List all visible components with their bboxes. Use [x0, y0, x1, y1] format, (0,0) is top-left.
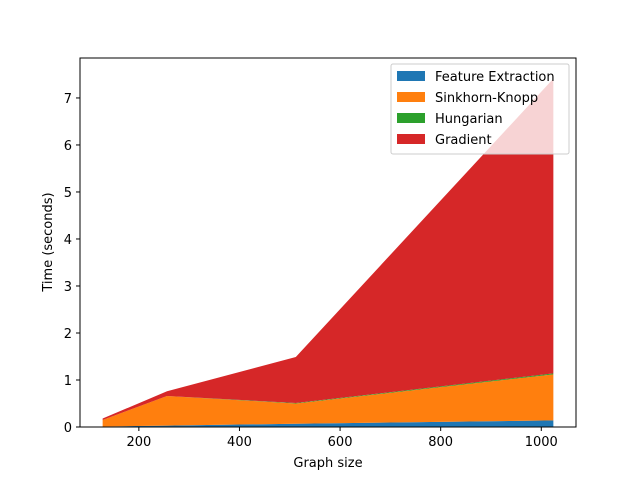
area-gradient [102, 78, 554, 420]
x-tick-label: 200 [126, 435, 151, 450]
legend-box [390, 63, 570, 155]
legend-swatch [397, 113, 425, 123]
x-tick-label: 600 [328, 435, 353, 450]
y-axis-ticks: 0 1 2 3 4 5 6 7 [64, 92, 80, 436]
y-tick-label: 7 [64, 92, 72, 107]
y-tick-label: 3 [64, 280, 72, 295]
area-series-group [102, 78, 554, 427]
legend-label: Hungarian [435, 112, 503, 127]
legend-swatch [397, 92, 425, 102]
legend-swatch [397, 71, 425, 81]
area-feature-extraction [102, 420, 554, 427]
y-tick-label: 0 [64, 421, 72, 436]
area-sinkhorn-knopp [102, 374, 554, 427]
y-tick-label: 4 [64, 233, 72, 248]
y-tick-label: 1 [64, 374, 72, 389]
x-axis-label: Graph size [293, 456, 362, 471]
x-tick-label: 400 [227, 435, 252, 450]
x-tick-label: 1000 [525, 435, 558, 450]
legend-label: Sinkhorn-Knopp [435, 91, 538, 106]
y-axis-label: Time (seconds) [41, 192, 56, 292]
x-axis-ticks: 200 400 600 800 1000 [126, 427, 558, 450]
legend-label: Gradient [435, 133, 492, 148]
x-tick-label: 800 [428, 435, 453, 450]
y-tick-label: 6 [64, 139, 72, 154]
plot-frame [79, 57, 577, 428]
legend-swatch [397, 134, 425, 144]
y-tick-label: 5 [64, 186, 72, 201]
legend-label: Feature Extraction [435, 70, 555, 85]
y-tick-label: 2 [64, 327, 72, 342]
legend: Feature Extraction Sinkhorn-Knopp Hungaria… [390, 63, 570, 155]
